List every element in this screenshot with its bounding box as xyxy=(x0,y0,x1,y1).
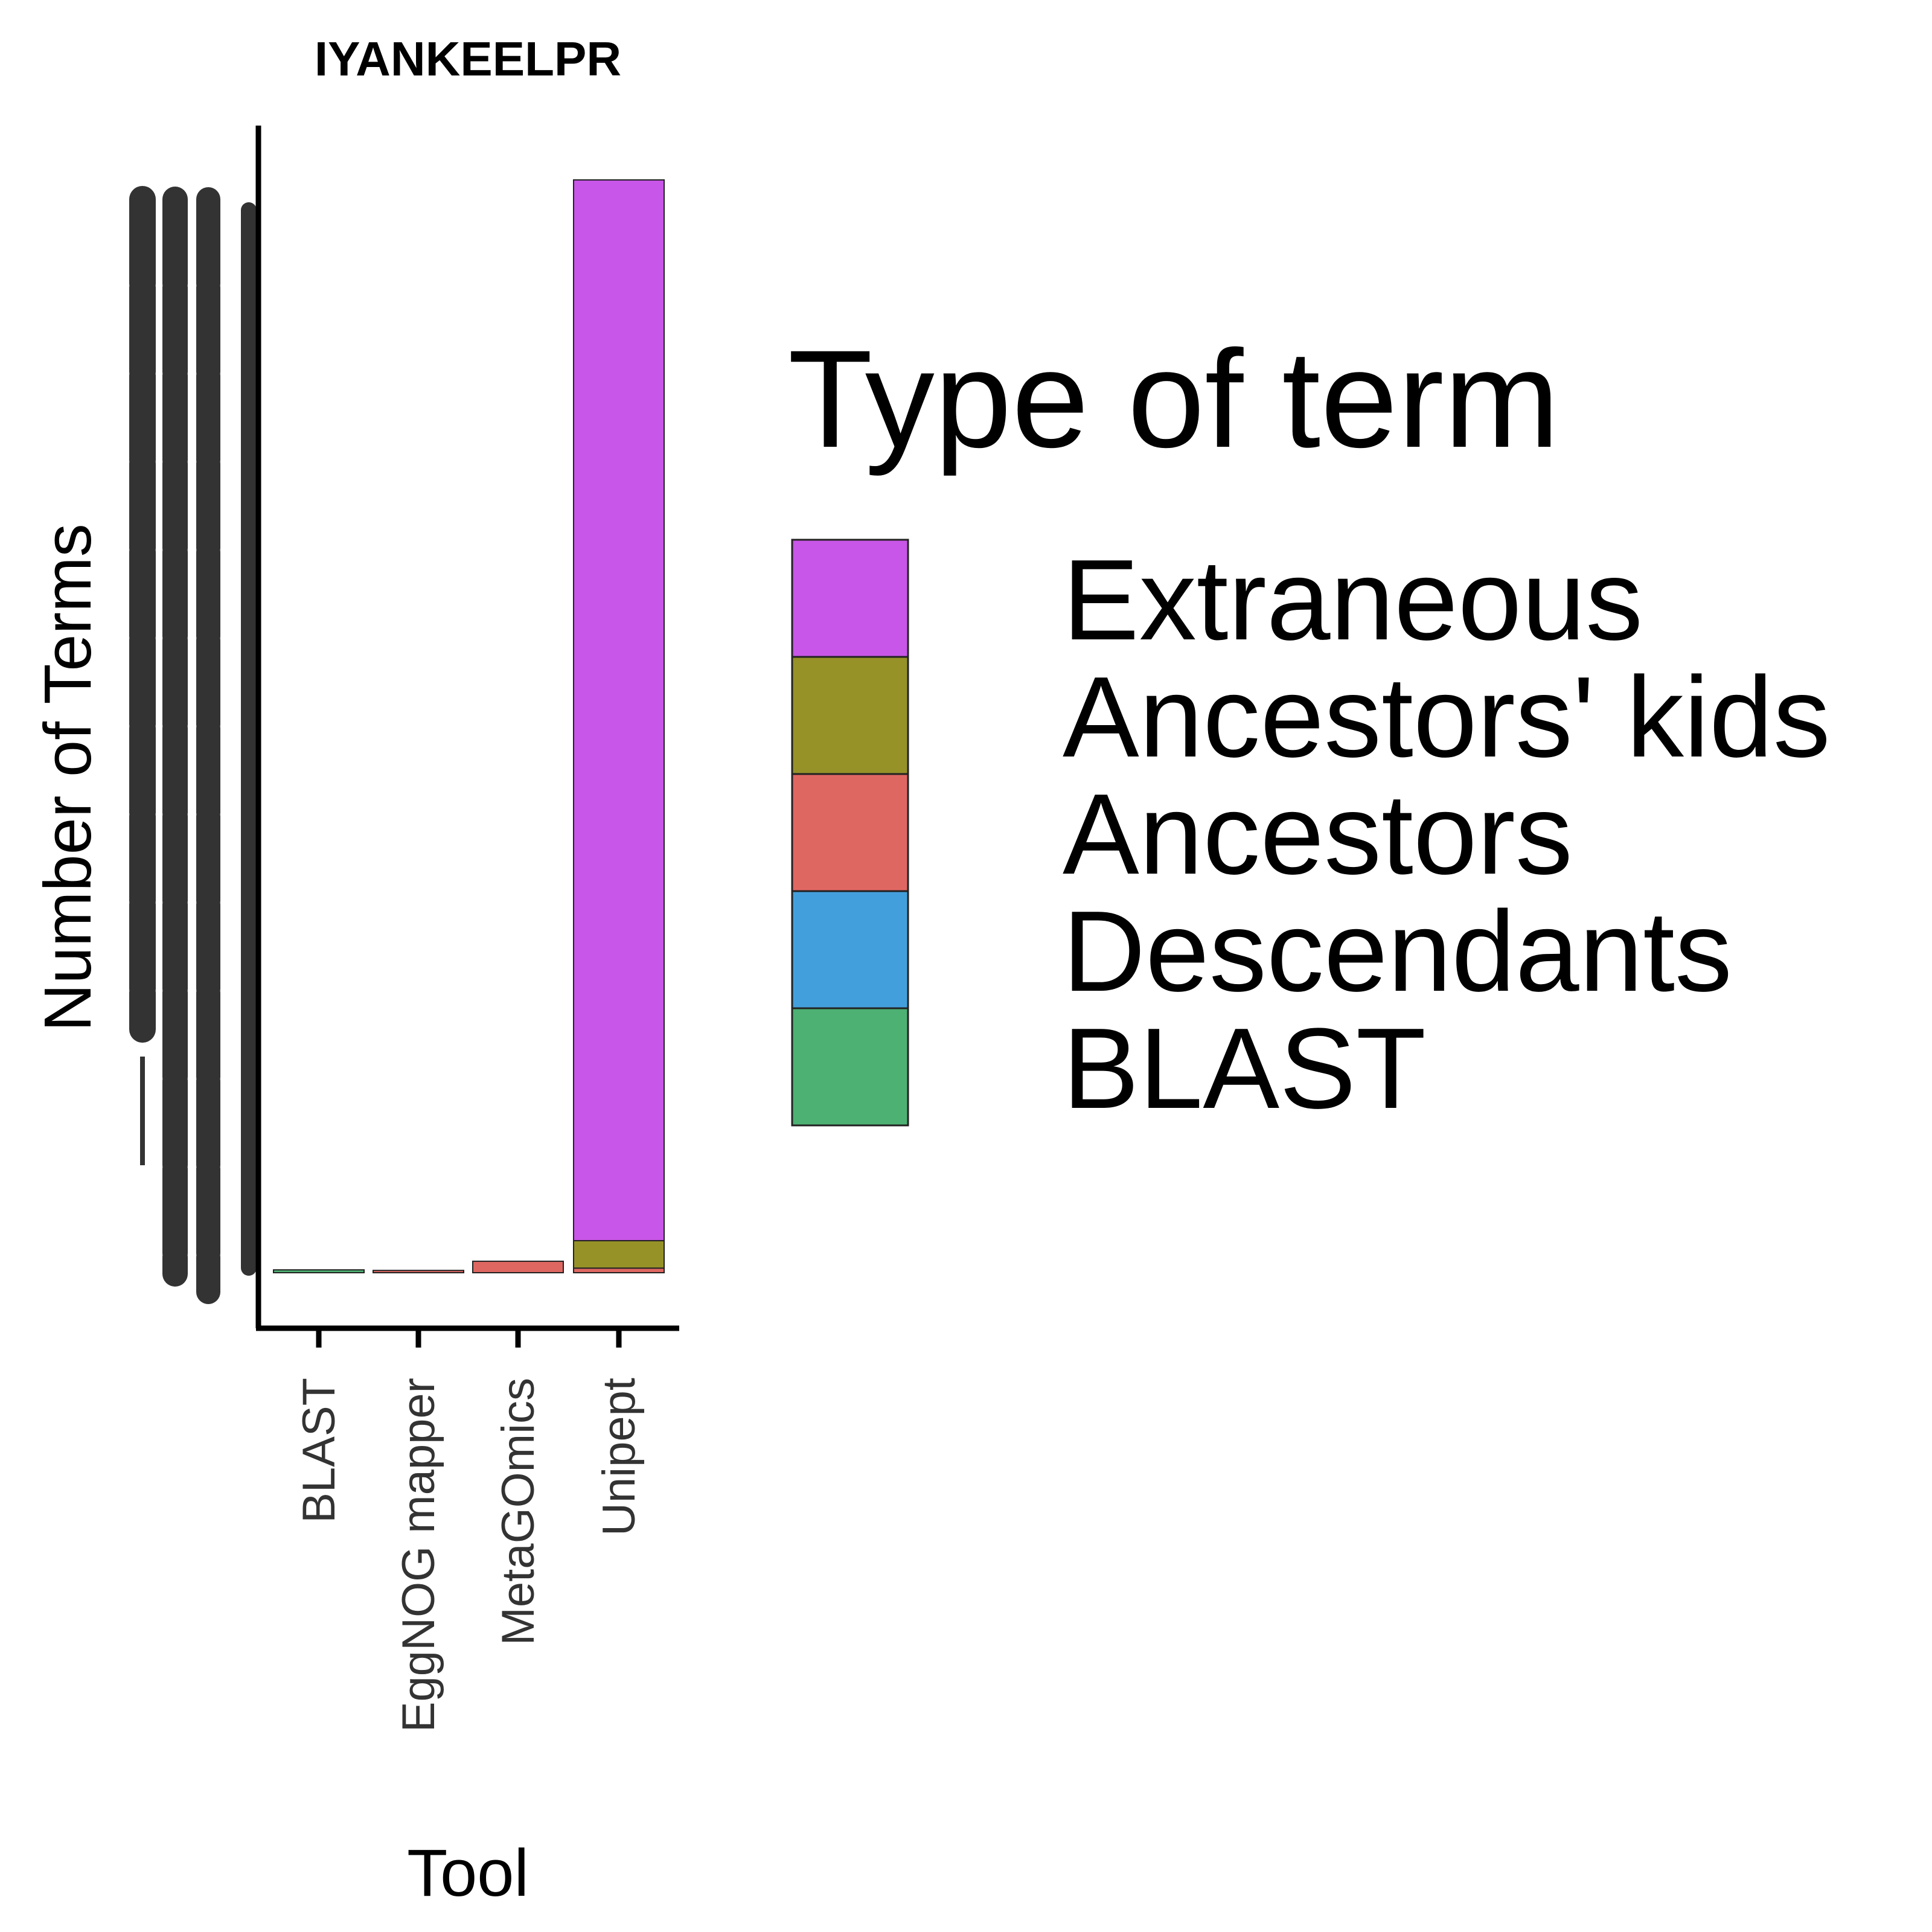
bar-metagomics-ancestors xyxy=(472,1261,564,1273)
bars-group xyxy=(273,179,665,1274)
legend-key-extraneous xyxy=(791,539,909,658)
legend-key-blast xyxy=(791,1007,909,1127)
legend-key-ancestors xyxy=(791,773,909,892)
legend-label-ancestors: Ancestors xyxy=(1063,770,1573,898)
y-axis-title: Number of Terms xyxy=(31,523,105,1032)
x-axis-title: Tool xyxy=(407,1836,529,1910)
chart-title: IYANKEELPR xyxy=(315,32,621,86)
legend-label-ancestors-kids: Ancestors' kids xyxy=(1063,653,1831,781)
bar-unipept-ancestors xyxy=(573,1267,665,1274)
legend-key-descendants xyxy=(791,890,909,1009)
x-ticks-group: BLAST EggNOG mapper MetaGOmics Unipept xyxy=(293,1328,645,1732)
x-tick-label-eggnog-mapper: EggNOG mapper xyxy=(393,1378,444,1732)
x-tick-label-metagomics: MetaGOmics xyxy=(493,1378,544,1645)
legend-label-descendants: Descendants xyxy=(1063,888,1732,1016)
bar-eggnog-mapper-ancestors xyxy=(373,1270,464,1274)
legend-title: Type of term xyxy=(788,321,1559,476)
bar-unipept-ancestors-kids xyxy=(573,1239,665,1269)
legend-label-extraneous: Extraneous xyxy=(1063,536,1643,664)
legend-key-ancestors-kids xyxy=(791,656,909,775)
bar-unipept-extraneous xyxy=(573,179,665,1241)
bar-blast-blast xyxy=(273,1269,365,1273)
x-tick-label-unipept: Unipept xyxy=(593,1378,645,1536)
legend-label-blast: BLAST xyxy=(1063,1005,1426,1133)
x-tick-label-blast: BLAST xyxy=(293,1378,345,1523)
y-tick-labels-overplotted xyxy=(129,186,257,1304)
